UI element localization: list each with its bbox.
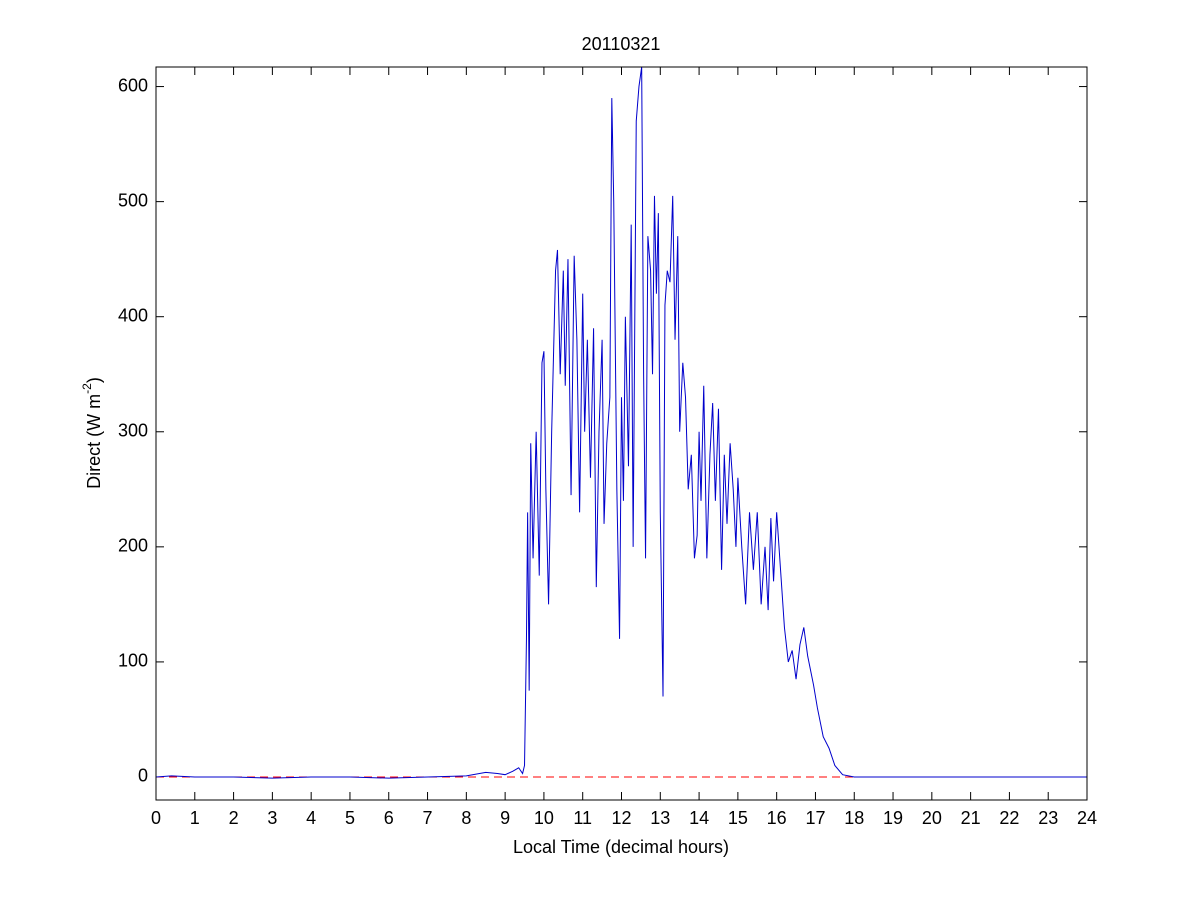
x-tick-label: 12 — [611, 808, 631, 828]
x-tick-label: 0 — [151, 808, 161, 828]
data-line — [155, 66, 1087, 779]
x-tick-label: 17 — [805, 808, 825, 828]
plot-frame — [155, 66, 1088, 801]
y-tick-label: 400 — [118, 305, 148, 325]
x-tick-label: 19 — [883, 808, 903, 828]
x-tick-label: 15 — [728, 808, 748, 828]
x-tick-label: 24 — [1077, 808, 1097, 828]
y-label-superscript: -2 — [80, 383, 94, 394]
x-tick-label: 11 — [573, 808, 592, 828]
x-tick-label: 4 — [306, 808, 316, 828]
y-tick-label: 500 — [118, 190, 148, 210]
y-tick-label: 100 — [118, 651, 148, 671]
x-axis-label: Local Time (decimal hours) — [513, 837, 729, 857]
y-tick-label: 600 — [118, 75, 148, 95]
x-tick-label: 9 — [500, 808, 510, 828]
x-tick-label: 14 — [689, 808, 709, 828]
y-label-text: Direct (W m — [84, 394, 104, 489]
x-tick-label: 10 — [534, 808, 554, 828]
chart-title: 20110321 — [582, 34, 661, 54]
x-tick-label: 3 — [267, 808, 277, 828]
y-tick-label: 300 — [118, 421, 148, 441]
x-tick-label: 18 — [844, 808, 864, 828]
x-tick-label: 16 — [767, 808, 787, 828]
x-tick-label: 6 — [384, 808, 394, 828]
x-tick-label: 23 — [1038, 808, 1058, 828]
y-label-suffix: ) — [84, 377, 104, 383]
x-tick-label: 13 — [650, 808, 670, 828]
x-tick-label: 22 — [999, 808, 1019, 828]
x-tick-label: 1 — [190, 808, 200, 828]
x-tick-label: 2 — [229, 808, 239, 828]
x-tick-label: 7 — [423, 808, 433, 828]
y-axis-label: Direct (W m-2) — [80, 377, 104, 489]
x-tick-label: 8 — [461, 808, 471, 828]
x-tick-label: 21 — [961, 808, 981, 828]
y-tick-label: 200 — [118, 536, 148, 556]
x-tick-label: 5 — [345, 808, 355, 828]
y-tick-label: 0 — [138, 766, 148, 786]
x-tick-label: 20 — [922, 808, 942, 828]
